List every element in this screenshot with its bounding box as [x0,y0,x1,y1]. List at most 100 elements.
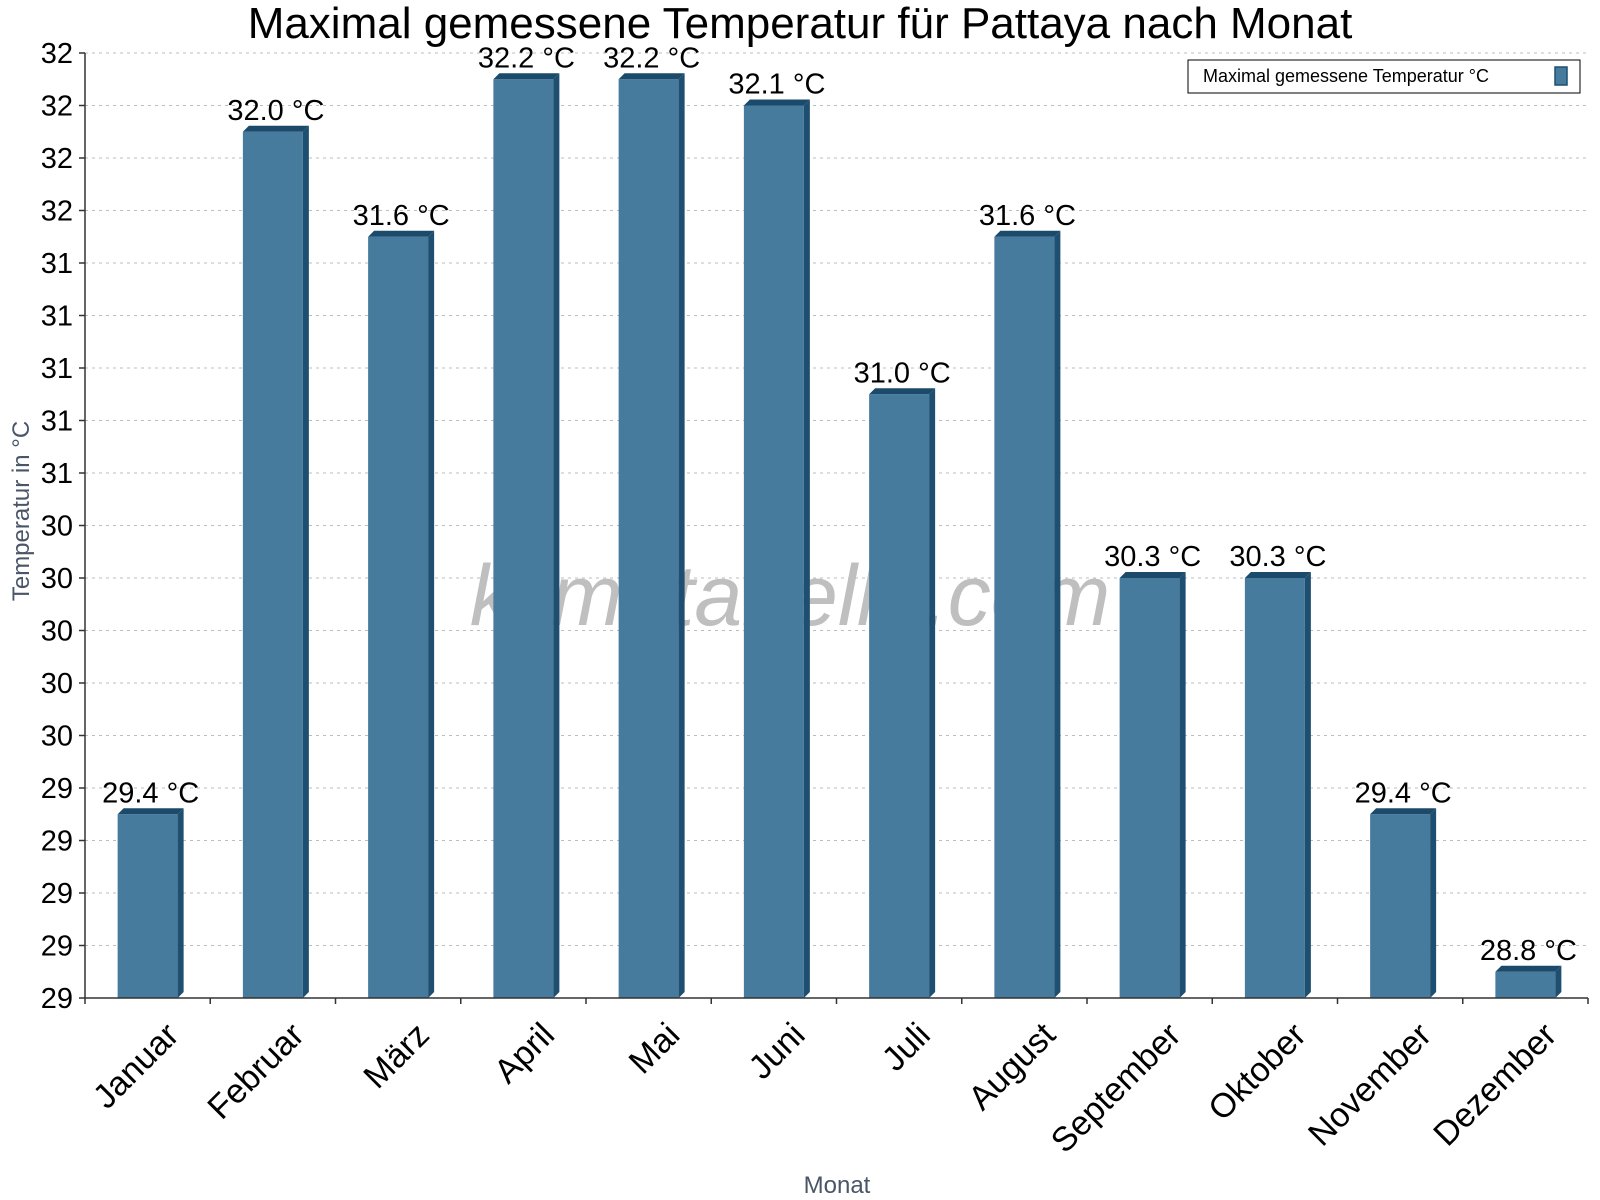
bar-top [1244,572,1311,578]
value-label: 32.1 °C [728,69,825,101]
bar-side [553,73,560,998]
bar-top [618,73,685,80]
x-tick-label: September [1044,1016,1188,1160]
bars [117,73,1562,998]
y-tick-label: 30 [41,616,73,648]
y-tick-label: 29 [41,773,73,805]
x-tick-label: Dezember [1426,1016,1564,1154]
bar-top [117,808,184,815]
value-label: 31.0 °C [854,357,951,389]
value-labels: 29.4 °C 32.0 °C 31.6 °C 32.2 °C 32.2 °C 32.1 … [102,42,1577,967]
y-tick-label: 32 [41,38,73,70]
grid [85,52,1588,999]
legend-box [1187,59,1581,94]
y-tick-label: 32 [41,91,73,123]
y-tick-label: 31 [41,248,73,280]
bar-side [803,99,810,998]
x-tick-label: Oktober [1201,1016,1313,1128]
bar-side [302,125,309,998]
bar-face [618,79,679,998]
value-label: 32.2 °C [478,42,575,74]
y-tick-label: 30 [41,668,73,700]
y-tick-label: 31 [41,406,73,438]
y-tick-label: 32 [41,196,73,228]
x-tick-label: Juli [875,1016,938,1079]
legend: Maximal gemessene Temperatur °C [1187,59,1581,94]
bar-top [1370,808,1437,815]
bar [1495,965,1562,998]
bar-face [994,236,1055,998]
y-tick-label: 30 [41,721,73,753]
bar-side [1555,965,1562,998]
bar-side [1430,808,1437,998]
y-tick-label: 30 [41,511,73,543]
bar [1244,572,1311,998]
y-tick-label: 29 [41,878,73,910]
bar-side [428,230,435,998]
value-label: 32.2 °C [603,42,700,74]
bar [994,230,1061,998]
bar-top [493,73,560,80]
bar-top [242,125,309,132]
value-label: 29.4 °C [102,777,199,809]
y-tick-label: 29 [41,826,73,858]
bar-side [1054,230,1061,998]
x-axis-label: Monat [804,1172,871,1199]
y-tick-label: 30 [41,563,73,595]
bar-top [1119,572,1186,578]
bar-face [1119,578,1180,998]
bar [493,73,560,998]
x-tick-label: April [487,1016,562,1091]
bar-side [177,808,184,998]
bar [1370,808,1437,998]
bar [618,73,685,998]
x-tick-label: November [1301,1016,1439,1154]
bar-side [1304,572,1311,998]
bar-top [743,99,810,106]
value-label: 30.3 °C [1229,541,1326,573]
bar [368,230,435,998]
y-tick-label: 31 [41,458,73,490]
bar-side [929,388,936,998]
value-label: 31.6 °C [353,200,450,232]
bar [117,808,184,998]
bar-side [1179,572,1186,998]
y-axis-ticks: 29 29 29 29 29 30 30 30 30 30 31 31 31 31 31 32 32 32 32 [41,38,85,1015]
value-label: 32.0 °C [227,95,324,127]
y-tick-label: 29 [41,931,73,963]
bar-side [678,73,685,998]
bar-top [368,230,435,237]
y-tick-label: 29 [41,983,73,1015]
value-label: 29.4 °C [1355,777,1452,809]
bar-face [1370,814,1431,998]
x-tick-label: März [356,1016,436,1096]
legend-label: Maximal gemessene Temperatur °C [1203,66,1489,86]
x-axis-ticks: Januar Februar März April Mai Juni Juli AugustS… [84,998,1589,1160]
value-label: 30.3 °C [1104,541,1201,573]
bar-face [493,79,554,998]
bar-top [869,388,936,395]
x-tick-label: Juni [742,1016,813,1087]
bar-face [368,236,429,998]
bar-top [1495,965,1562,972]
bar-face [869,394,930,998]
y-axis-label: Temperatur in °C [8,421,35,601]
x-tick-label: Januar [86,1016,186,1116]
y-tick-label: 31 [41,353,73,385]
chart-title: Maximal gemessene Temperatur für Pattaya… [248,0,1353,48]
bar-face [117,814,178,998]
bar-face [743,105,804,998]
y-tick-label: 31 [41,301,73,333]
x-tick-label: August [961,1015,1063,1117]
bar-top [994,230,1061,237]
bar-face [242,131,303,998]
x-tick-label: Mai [622,1016,688,1082]
y-tick-label: 32 [41,143,73,175]
legend-swatch [1554,66,1568,86]
value-label: 28.8 °C [1480,935,1577,967]
bar-face [1495,971,1556,998]
bar-face [1244,578,1305,998]
bar [242,125,309,998]
bar [1119,572,1186,998]
